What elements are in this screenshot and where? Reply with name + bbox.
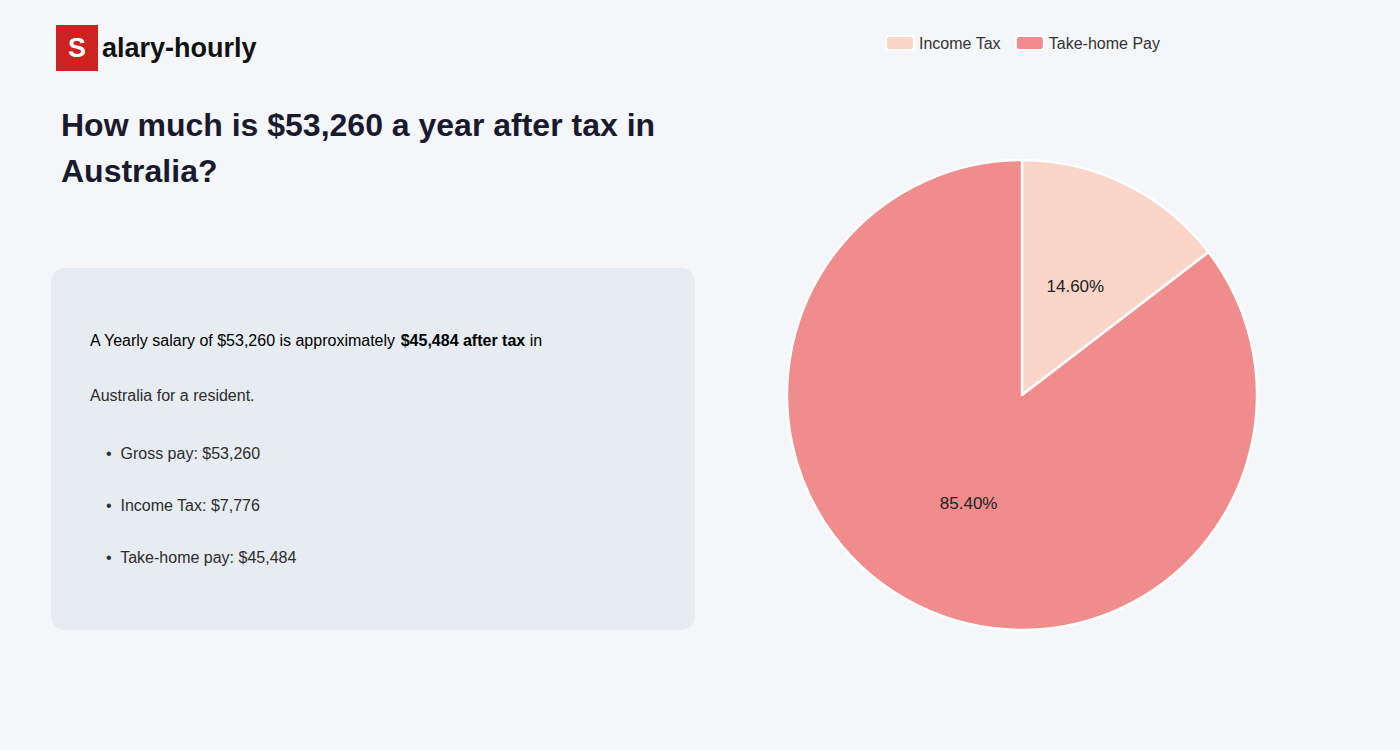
svg-text:alary-hourly: alary-hourly — [102, 33, 257, 63]
svg-text:How much is $53,260 a year aft: How much is $53,260 a year after tax in — [61, 107, 655, 143]
svg-text:$45,484 after tax: $45,484 after tax — [401, 332, 526, 349]
svg-text:14.60%: 14.60% — [1047, 277, 1105, 296]
svg-text:• Income Tax: $7,776: • Income Tax: $7,776 — [106, 497, 260, 514]
svg-text:Australia for a resident.: Australia for a resident. — [90, 387, 255, 404]
svg-text:S: S — [68, 33, 86, 63]
svg-text:85.40%: 85.40% — [940, 494, 998, 513]
svg-text:Australia?: Australia? — [61, 153, 217, 189]
svg-text:in: in — [525, 332, 542, 349]
svg-text:• Gross pay: $53,260: • Gross pay: $53,260 — [106, 445, 260, 462]
svg-text:A Yearly salary of $53,260 is: A Yearly salary of $53,260 is approximat… — [90, 332, 400, 349]
svg-text:Take-home Pay: Take-home Pay — [1049, 35, 1160, 52]
svg-text:Income Tax: Income Tax — [919, 35, 1001, 52]
svg-text:• Take-home pay: $45,484: • Take-home pay: $45,484 — [106, 549, 296, 566]
